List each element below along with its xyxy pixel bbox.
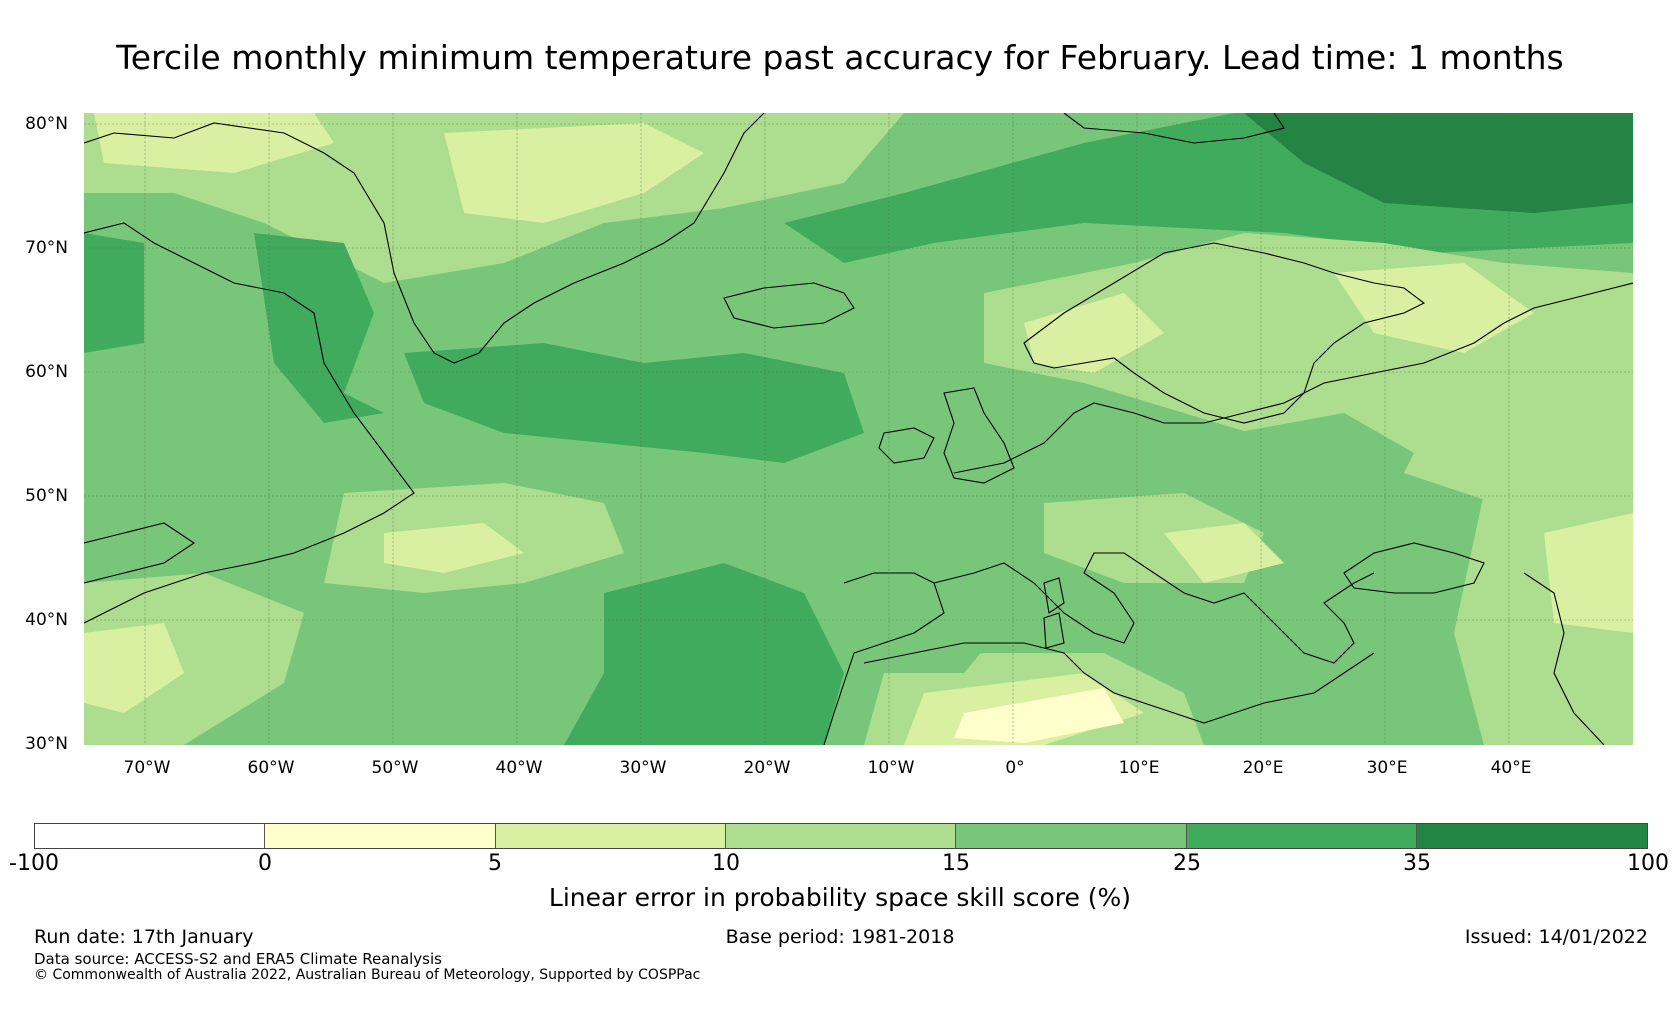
great-britain-coast bbox=[943, 387, 1015, 484]
colorbar-tick-label: 10 bbox=[712, 851, 740, 876]
lat-tick-label: 50°N bbox=[25, 486, 68, 506]
colorbar-swatch bbox=[956, 824, 1187, 848]
lat-tick-label: 70°N bbox=[25, 238, 68, 258]
colorbar-swatch bbox=[726, 824, 957, 848]
lat-tick-label: 80°N bbox=[25, 114, 68, 134]
copyright: © Commonwealth of Australia 2022, Austra… bbox=[34, 967, 701, 983]
lon-tick-label: 60°W bbox=[247, 758, 295, 778]
colorbar-tick-label: 25 bbox=[1173, 851, 1201, 876]
field-region bbox=[954, 688, 1124, 743]
scandinavia-coast bbox=[1023, 242, 1426, 424]
base-period: Base period: 1981-2018 bbox=[725, 926, 955, 948]
colorbar-label: Linear error in probability space skill … bbox=[548, 883, 1132, 912]
colorbar-swatch bbox=[35, 824, 266, 848]
field-region bbox=[444, 123, 704, 223]
lon-tick-label: 10°E bbox=[1118, 758, 1160, 778]
field-region bbox=[1244, 113, 1633, 213]
field-region bbox=[404, 343, 864, 463]
lon-tick-label: 0° bbox=[1005, 758, 1025, 778]
data-source: Data source: ACCESS-S2 and ERA5 Climate … bbox=[34, 950, 442, 968]
field-region bbox=[1214, 413, 1414, 523]
colorbar-tick-label: 35 bbox=[1403, 851, 1431, 876]
field-region bbox=[84, 233, 144, 353]
graticule bbox=[84, 113, 1633, 745]
lat-tick-label: 60°N bbox=[25, 362, 68, 382]
north-europe-coast bbox=[953, 282, 1633, 474]
lon-tick-label: 70°W bbox=[123, 758, 171, 778]
colorbar-swatch bbox=[495, 824, 727, 848]
field-region bbox=[564, 563, 844, 745]
nova-scotia-coast bbox=[84, 522, 195, 584]
svalbard-coast bbox=[1063, 113, 1285, 144]
lon-tick-label: 10°W bbox=[867, 758, 915, 778]
lon-tick-label: 50°W bbox=[371, 758, 419, 778]
colorbar-tick-label: 15 bbox=[942, 851, 970, 876]
field-region bbox=[834, 543, 1014, 673]
lon-tick-label: 30°E bbox=[1366, 758, 1408, 778]
black-sea-coast bbox=[1343, 542, 1485, 594]
lon-tick-label: 40°W bbox=[495, 758, 543, 778]
field-region bbox=[94, 113, 334, 173]
lon-tick-label: 20°E bbox=[1242, 758, 1284, 778]
ireland-coast bbox=[878, 427, 935, 464]
north-america-coast bbox=[84, 222, 415, 624]
map-svg bbox=[84, 113, 1633, 745]
map-title: Tercile monthly minimum temperature past… bbox=[116, 38, 1564, 77]
caspian-coast bbox=[1523, 572, 1605, 745]
field-region bbox=[84, 623, 184, 713]
colorbar-swatch bbox=[1416, 824, 1647, 848]
skill-score-map bbox=[84, 113, 1633, 745]
colorbar-swatch bbox=[265, 824, 496, 848]
colorbar-swatch bbox=[1186, 824, 1417, 848]
south-europe-coast bbox=[933, 552, 1375, 664]
field-region bbox=[1024, 293, 1164, 373]
field-region bbox=[254, 233, 384, 423]
iceland-coast bbox=[723, 282, 855, 329]
field-region bbox=[1334, 263, 1534, 353]
lon-tick-label: 40°E bbox=[1490, 758, 1532, 778]
colorbar-tick-label: 100 bbox=[1627, 851, 1669, 876]
iberia-coast bbox=[823, 572, 945, 745]
lon-tick-label: 30°W bbox=[619, 758, 667, 778]
field-region bbox=[1164, 523, 1284, 583]
lon-tick-label: 20°W bbox=[743, 758, 791, 778]
run-date: Run date: 17th January bbox=[34, 926, 254, 948]
issued-date: Issued: 14/01/2022 bbox=[1464, 926, 1648, 948]
sardinia-coast bbox=[1043, 612, 1065, 649]
field-region bbox=[384, 523, 524, 573]
field-region bbox=[1544, 513, 1633, 633]
skill-field bbox=[84, 113, 1633, 745]
lat-tick-label: 30°N bbox=[25, 734, 68, 754]
greenland-coast bbox=[84, 113, 765, 364]
colorbar-tick-label: -100 bbox=[9, 851, 59, 876]
coastlines bbox=[84, 113, 1633, 745]
lat-tick-label: 40°N bbox=[25, 610, 68, 630]
corsica-coast bbox=[1043, 577, 1065, 614]
north-africa-coast bbox=[863, 642, 1375, 724]
colorbar bbox=[34, 823, 1648, 849]
colorbar-tick-label: 0 bbox=[258, 851, 272, 876]
colorbar-tick-label: 5 bbox=[488, 851, 502, 876]
